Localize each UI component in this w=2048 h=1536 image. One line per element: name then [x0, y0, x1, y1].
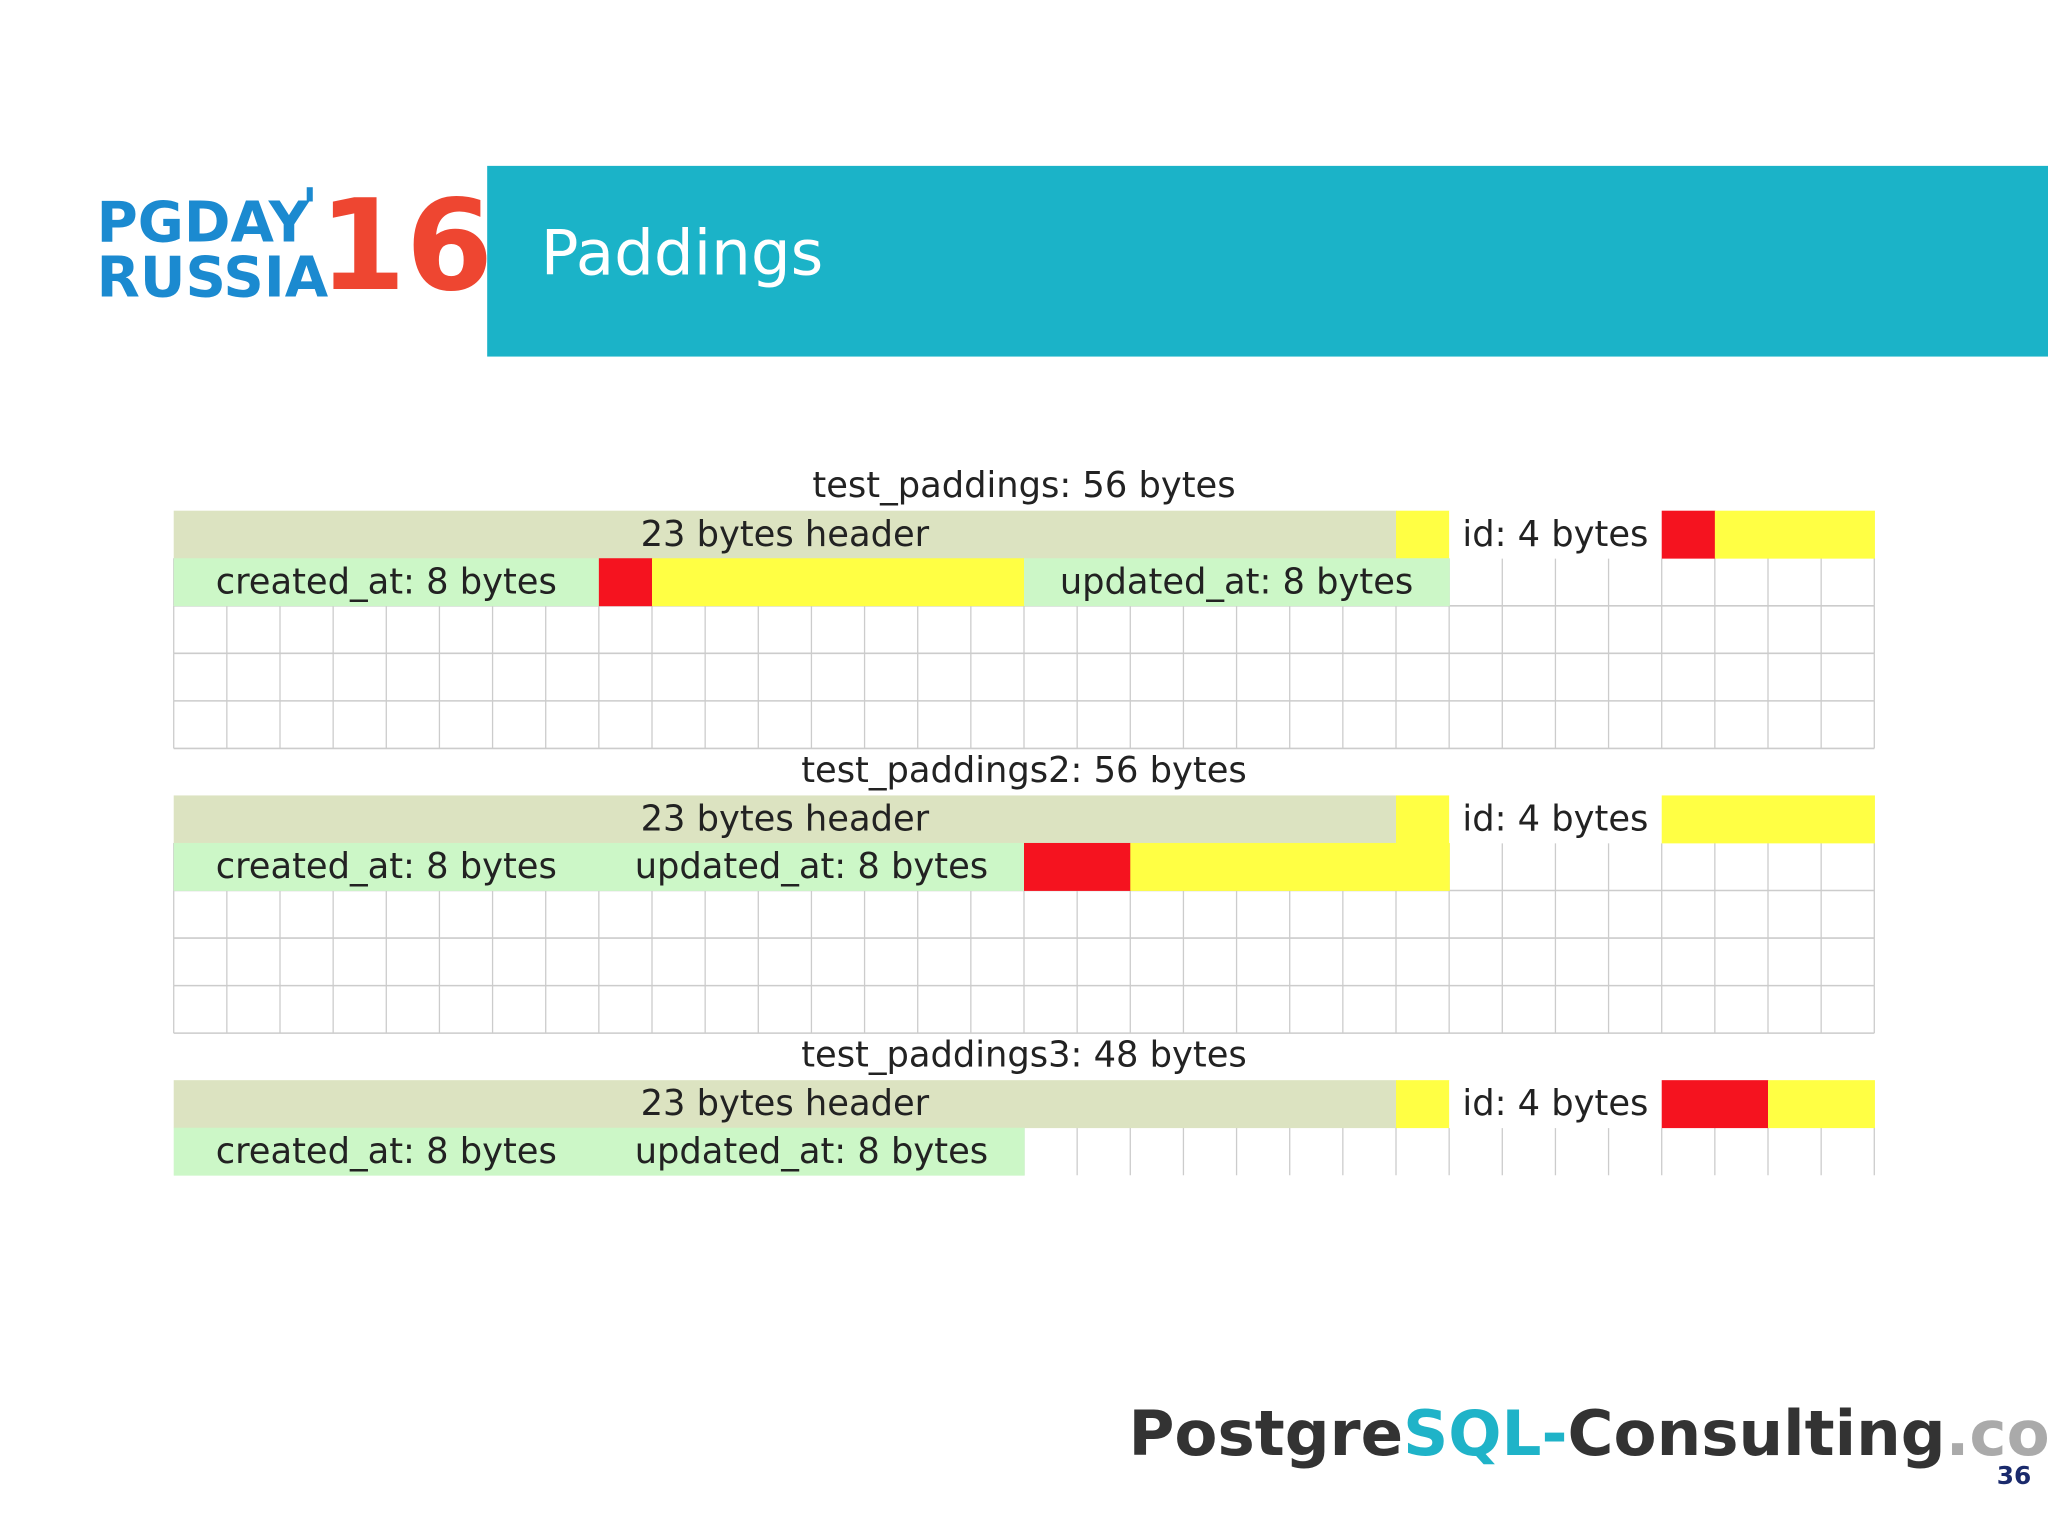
brand-part: .com — [1946, 1397, 2048, 1470]
logo-apostrophe: ' — [302, 179, 318, 239]
byte-segment — [1396, 510, 1450, 559]
segment-label: 23 bytes header — [641, 1083, 930, 1124]
diagram-title: test_paddings2: 56 bytes — [801, 750, 1247, 791]
byte-segment — [598, 842, 1025, 891]
byte-segment — [1130, 842, 1450, 891]
segment-label: id: 4 bytes — [1462, 514, 1648, 555]
segment-label: id: 4 bytes — [1462, 799, 1648, 840]
brand-part: Consulting — [1568, 1397, 1946, 1470]
diagram-title: test_paddings3: 48 bytes — [801, 1035, 1247, 1076]
byte-segment — [1449, 1080, 1663, 1129]
byte-segment — [1024, 842, 1131, 891]
byte-segment — [1024, 558, 1450, 607]
page-number: 36 — [1997, 1461, 2032, 1490]
segment-label: 23 bytes header — [641, 799, 930, 840]
byte-segment — [1661, 510, 1716, 559]
byte-segment — [173, 1080, 1397, 1129]
header-band — [487, 165, 2048, 357]
byte-segment — [1768, 1080, 1875, 1129]
segment-label: 23 bytes header — [641, 514, 930, 555]
segment-label: created_at: 8 bytes — [216, 846, 557, 887]
byte-segment — [1661, 795, 1875, 844]
byte-segment — [598, 558, 653, 607]
brand-part: Postgre — [1128, 1397, 1403, 1470]
byte-segment — [652, 558, 1025, 607]
segment-label: created_at: 8 bytes — [216, 1131, 557, 1172]
brand-part: SQL — [1403, 1397, 1541, 1470]
byte-segment — [173, 558, 600, 607]
byte-segment — [598, 1127, 1025, 1176]
segment-label: updated_at: 8 bytes — [1060, 561, 1413, 602]
byte-segment — [173, 1127, 600, 1176]
slide-title: Paddings — [541, 216, 824, 289]
byte-segment — [173, 510, 1397, 559]
logo-year: 16 — [319, 173, 493, 319]
diagram-title: test_paddings: 56 bytes — [812, 465, 1235, 506]
byte-segment — [1396, 795, 1450, 844]
segment-label: created_at: 8 bytes — [216, 561, 557, 602]
brand: PostgreSQL-Consulting.com — [1128, 1397, 2048, 1470]
byte-segment — [1714, 510, 1875, 559]
brand-part: - — [1541, 1397, 1567, 1470]
segment-label: updated_at: 8 bytes — [635, 846, 988, 887]
byte-segment — [173, 795, 1397, 844]
segment-label: id: 4 bytes — [1462, 1083, 1648, 1124]
byte-segment — [1661, 1080, 1769, 1129]
byte-segment — [1449, 510, 1663, 559]
segment-label: updated_at: 8 bytes — [635, 1131, 988, 1172]
logo-line1: PGDAY — [97, 191, 311, 256]
byte-segment — [1396, 1080, 1450, 1129]
byte-segment — [1449, 795, 1663, 844]
logo-line2: RUSSIA — [97, 245, 329, 310]
byte-segment — [173, 842, 600, 891]
